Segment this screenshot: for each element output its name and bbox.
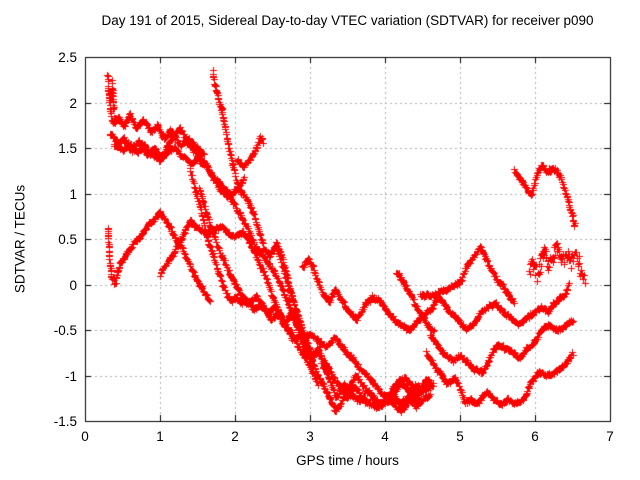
y-tick-label: 0.5 bbox=[58, 232, 77, 247]
y-tick-label: -1.5 bbox=[53, 414, 77, 429]
y-tick-label: 1 bbox=[69, 187, 77, 202]
x-tick-label: 3 bbox=[306, 429, 314, 444]
y-tick-label: -1 bbox=[64, 369, 77, 384]
x-tick-label: 5 bbox=[456, 429, 464, 444]
y-tick-label: 0 bbox=[69, 278, 77, 293]
y-axis-label: SDTVAR / TECUs bbox=[12, 184, 28, 294]
y-tick-label: 2 bbox=[69, 96, 77, 111]
y-tick-label: 2.5 bbox=[58, 50, 77, 65]
x-tick-label: 4 bbox=[381, 429, 389, 444]
x-tick-label: 2 bbox=[231, 429, 239, 444]
x-axis-label: GPS time / hours bbox=[296, 453, 399, 468]
y-tick-label: 1.5 bbox=[58, 141, 77, 156]
x-tick-label: 1 bbox=[156, 429, 164, 444]
x-tick-label: 7 bbox=[606, 429, 614, 444]
x-tick-label: 6 bbox=[531, 429, 539, 444]
x-tick-label: 0 bbox=[81, 429, 89, 444]
y-tick-label: -0.5 bbox=[53, 323, 77, 338]
